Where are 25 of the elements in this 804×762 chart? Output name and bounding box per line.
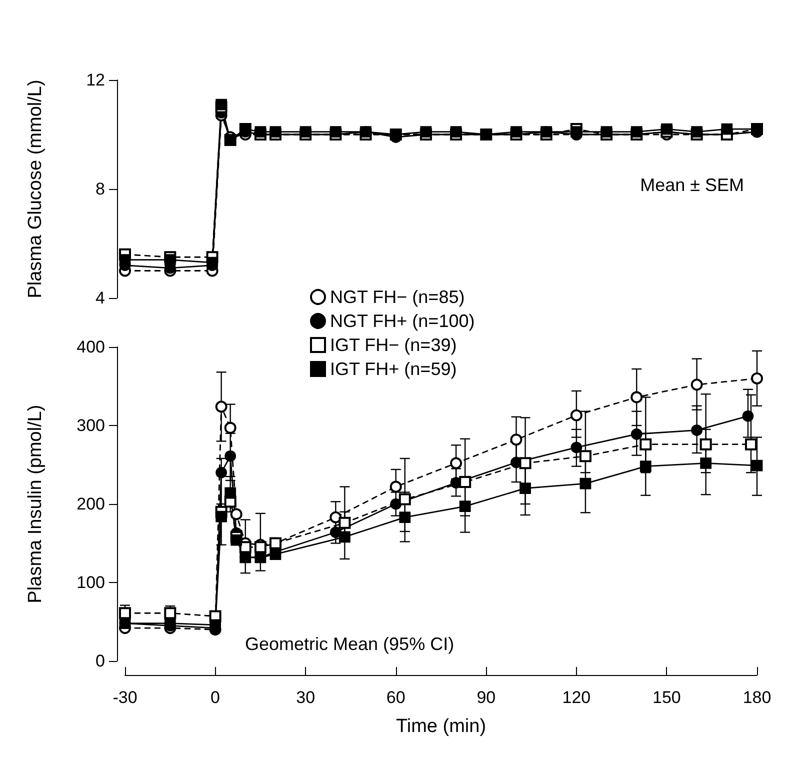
y-tick-label: 100 [76,573,105,592]
y-tick-label: 0 [96,652,105,670]
annotation: Geometric Mean (95% CI) [245,634,454,654]
legend-label: NGT FH+ (n=100) [330,311,475,331]
y-tick-label: 8 [96,180,105,198]
x-tick-label: 180 [742,688,772,707]
x-tick-label: 150 [652,688,681,707]
y-tick-label: 300 [76,416,105,435]
y-tick-label: 400 [76,338,105,356]
x-axis-title: Time (min) [396,716,486,737]
legend-label: NGT FH− (n=85) [330,287,465,307]
x-tick-label: 30 [296,688,316,707]
y-axis-title: Plasma Insulin (pmol/L) [25,404,46,604]
legend-label: IGT FH− (n=39) [330,335,457,355]
legend-label: IGT FH+ (n=59) [330,359,457,379]
annotation: Mean ± SEM [640,175,744,195]
y-tick-label: 4 [96,288,105,308]
x-tick-label: 60 [386,688,406,707]
x-tick-label: 90 [476,688,496,707]
x-tick-label: 120 [562,688,591,707]
y-tick-label: 12 [86,70,105,90]
y-axis-title: Plasma Glucose (mmol/L) [25,80,46,298]
y-tick-label: 200 [76,494,105,514]
x-tick-label: 0 [210,688,220,707]
x-tick-label: -30 [112,688,138,707]
